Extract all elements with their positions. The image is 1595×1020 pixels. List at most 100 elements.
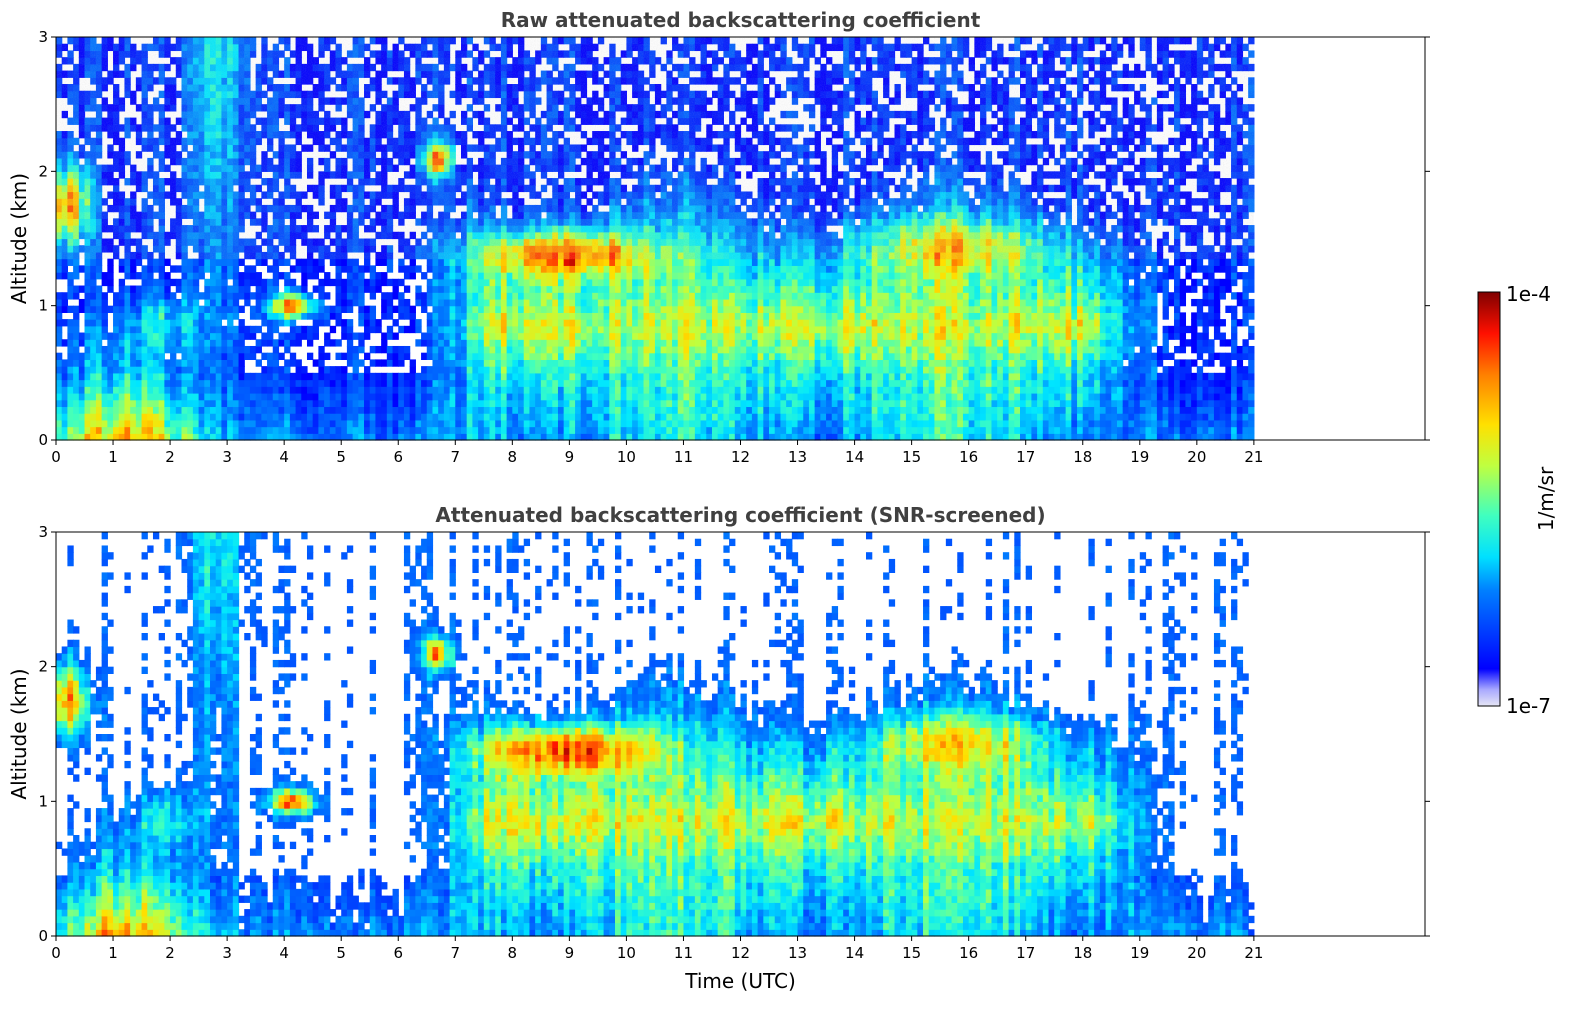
heatmap-cell (130, 298, 137, 307)
heatmap-cell (90, 372, 97, 381)
heatmap-cell (170, 379, 177, 387)
heatmap-cell (227, 359, 234, 367)
heatmap-cell (324, 426, 331, 434)
heatmap-cell (244, 332, 251, 340)
heatmap-cell (135, 272, 143, 280)
heatmap-cell (489, 319, 496, 327)
heatmap-cell (597, 413, 605, 421)
heatmap-cell (135, 325, 143, 334)
heatmap-cell (84, 319, 91, 327)
heatmap-cell (455, 352, 462, 360)
heatmap-cell (449, 379, 456, 387)
heatmap-cell (381, 258, 388, 266)
heatmap-cell (461, 426, 468, 434)
heatmap-cell (158, 345, 165, 354)
heatmap-cell (461, 386, 468, 394)
heatmap-cell (603, 265, 610, 273)
heatmap-cell (615, 285, 622, 293)
heatmap-cell (523, 298, 531, 307)
heatmap-cell (620, 372, 628, 381)
heatmap-cell (101, 325, 108, 334)
heatmap-cell (284, 359, 291, 367)
heatmap-cell (67, 292, 74, 300)
heatmap-cell (552, 433, 559, 441)
heatmap-cell (529, 272, 536, 280)
heatmap-cell (318, 298, 325, 307)
heatmap-cell (272, 272, 280, 280)
heatmap-cell (426, 392, 434, 401)
heatmap-cell (210, 258, 217, 266)
heatmap-cell (175, 345, 183, 354)
heatmap-cell (90, 426, 97, 434)
heatmap-cell (369, 319, 377, 327)
heatmap-cell (415, 298, 422, 307)
heatmap-cell (312, 258, 319, 266)
heatmap-cell (586, 366, 593, 374)
heatmap-cell (198, 339, 205, 347)
heatmap-cell (204, 319, 211, 327)
heatmap-cell (432, 419, 439, 428)
heatmap-cell (597, 319, 605, 327)
heatmap-cell (523, 278, 531, 287)
heatmap-cell (495, 406, 502, 414)
heatmap-cell (124, 312, 131, 320)
heatmap-cell (500, 433, 508, 441)
heatmap-cell (175, 399, 183, 408)
heatmap-cell (535, 265, 542, 273)
heatmap-cell (198, 379, 205, 387)
heatmap-cell (563, 325, 570, 334)
heatmap-cell (455, 312, 462, 320)
heatmap-cell (461, 339, 468, 347)
heatmap-cell (626, 426, 633, 434)
heatmap-cell (466, 379, 473, 387)
heatmap-cell (73, 433, 80, 441)
heatmap-cell (56, 339, 63, 347)
heatmap-cell (546, 345, 553, 354)
heatmap-cell (90, 298, 97, 307)
heatmap-cell (221, 366, 228, 374)
heatmap-cell (215, 359, 223, 367)
heatmap-cell (170, 359, 177, 367)
heatmap-cell (358, 272, 365, 280)
heatmap-cell (592, 413, 599, 421)
heatmap-cell (107, 272, 114, 280)
heatmap-cell (170, 332, 177, 340)
heatmap-cell (113, 345, 120, 354)
heatmap-cell (215, 265, 223, 273)
heatmap-cell (324, 312, 331, 320)
heatmap-cell (358, 278, 365, 287)
heatmap-cell (204, 332, 211, 340)
heatmap-cell (546, 359, 553, 367)
heatmap-cell (232, 305, 240, 313)
heatmap-cell (472, 278, 479, 287)
heatmap-cell (518, 426, 525, 434)
heatmap-cell (312, 386, 319, 394)
heatmap-cell (426, 292, 434, 300)
heatmap-cell (107, 372, 114, 381)
heatmap-cell (118, 265, 126, 273)
heatmap-cell (73, 272, 80, 280)
heatmap-cell (472, 419, 479, 428)
heatmap-cell (529, 379, 536, 387)
heatmap-cell (449, 285, 456, 293)
heatmap-cell (563, 272, 570, 280)
heatmap-cell (403, 386, 411, 394)
heatmap-cell (569, 319, 576, 327)
heatmap-cell (244, 352, 251, 360)
heatmap-cell (221, 352, 228, 360)
heatmap-cell (358, 285, 365, 293)
heatmap-cell (84, 392, 91, 401)
heatmap-cell (152, 419, 160, 428)
heatmap-cell (518, 285, 525, 293)
heatmap-cell (329, 258, 337, 266)
heatmap-cell (512, 258, 519, 266)
heatmap-cell (592, 426, 599, 434)
heatmap-cell (358, 265, 365, 273)
heatmap-cell (580, 339, 588, 347)
heatmap-cell (472, 325, 479, 334)
heatmap-cell (84, 379, 91, 387)
heatmap-cell (158, 433, 165, 441)
heatmap-cell (546, 285, 553, 293)
heatmap-cell (278, 366, 285, 374)
heatmap-cell (73, 325, 80, 334)
